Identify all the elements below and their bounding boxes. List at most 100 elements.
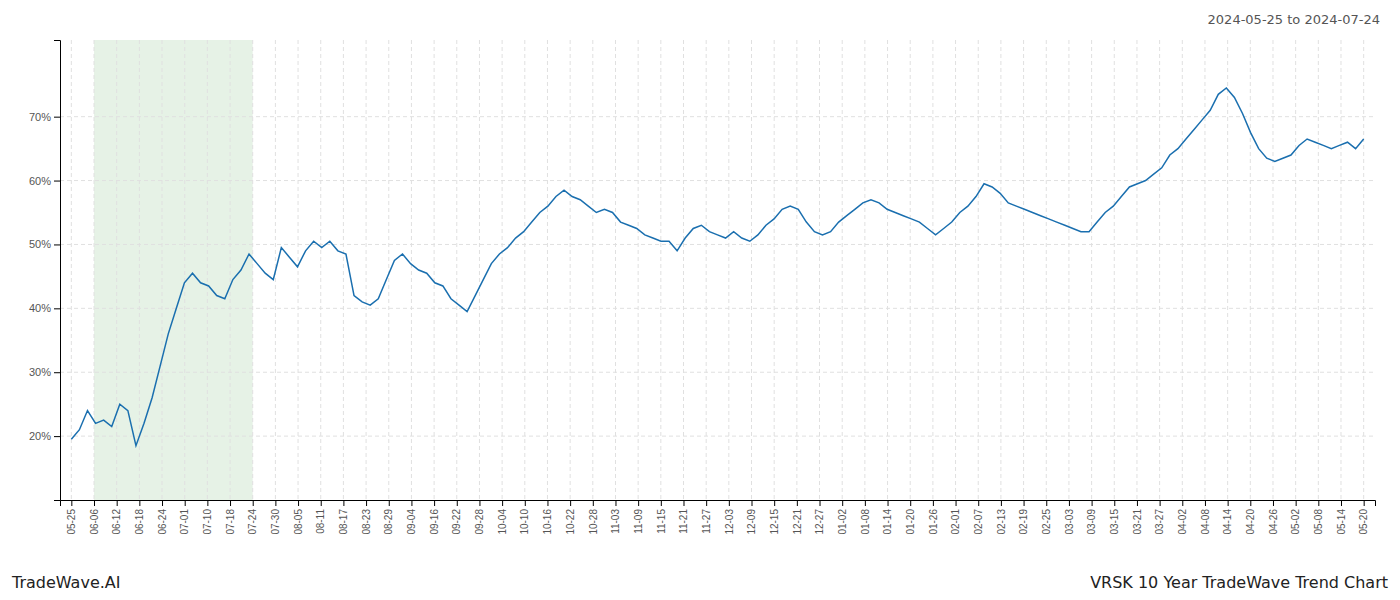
grid xyxy=(60,40,1375,500)
x-tick-mark xyxy=(1069,500,1070,506)
x-tick-label: 01-20 xyxy=(905,509,916,535)
grid-line-y xyxy=(60,308,1375,309)
x-tick: 11-03 xyxy=(610,500,621,534)
x-tick: 07-18 xyxy=(225,500,236,535)
grid-line-x xyxy=(502,40,503,500)
x-tick: 10-04 xyxy=(497,500,508,535)
grid-line-x xyxy=(230,40,231,500)
grid-line-x xyxy=(660,40,661,500)
grid-line-x xyxy=(1159,40,1160,500)
x-tick-mark xyxy=(1137,500,1138,506)
x-tick: 08-23 xyxy=(361,500,372,535)
x-tick-mark xyxy=(842,500,843,506)
x-tick-label: 07-18 xyxy=(225,509,236,535)
x-tick: 03-09 xyxy=(1086,500,1097,535)
x-tick-label: 10-16 xyxy=(542,509,553,535)
x-tick: 06-24 xyxy=(157,500,168,535)
grid-line-x xyxy=(1136,40,1137,500)
x-tick-label: 06-24 xyxy=(157,509,168,535)
grid-line-x xyxy=(638,40,639,500)
x-tick-label: 09-22 xyxy=(451,509,462,535)
x-tick-label: 11-09 xyxy=(633,509,644,534)
grid-line-x xyxy=(411,40,412,500)
x-tick-mark xyxy=(71,500,72,506)
x-tick-label: 12-15 xyxy=(769,509,780,535)
y-tick-label: 50% xyxy=(29,238,51,250)
x-tick-mark xyxy=(343,500,344,506)
x-tick-mark xyxy=(593,500,594,506)
x-tick-mark xyxy=(253,500,254,506)
x-tick: 04-20 xyxy=(1245,500,1256,535)
grid-line-x xyxy=(683,40,684,500)
x-tick: 08-11 xyxy=(315,500,326,534)
grid-line-x xyxy=(388,40,389,500)
x-tick: 07-01 xyxy=(179,500,190,535)
x-tick: 10-22 xyxy=(565,500,576,535)
x-tick: 12-21 xyxy=(792,500,803,535)
x-tick-label: 02-19 xyxy=(1018,509,1029,535)
grid-line-x xyxy=(1182,40,1183,500)
x-tick: 02-13 xyxy=(996,500,1007,535)
x-tick-mark xyxy=(1160,500,1161,506)
x-tick-label: 08-23 xyxy=(361,509,372,535)
grid-line-y xyxy=(60,372,1375,373)
x-tick-label: 01-08 xyxy=(860,509,871,535)
grid-line-x xyxy=(1250,40,1251,500)
x-tick-mark xyxy=(1092,500,1093,506)
x-tick: 11-21 xyxy=(678,500,689,534)
x-tick-label: 11-15 xyxy=(656,509,667,534)
x-tick-mark xyxy=(706,500,707,506)
x-tick-mark xyxy=(1046,500,1047,506)
x-tick-label: 03-15 xyxy=(1109,509,1120,535)
x-tick-label: 04-08 xyxy=(1200,509,1211,535)
y-tick: 40% xyxy=(29,302,60,314)
series xyxy=(71,88,1363,446)
x-tick-mark xyxy=(94,500,95,506)
grid-line-x xyxy=(887,40,888,500)
grid-line-x xyxy=(1000,40,1001,500)
x-tick-mark xyxy=(1114,500,1115,506)
chart: 05-2506-0606-1206-1806-2407-0107-1007-18… xyxy=(0,0,1400,600)
x-tick-mark xyxy=(230,500,231,506)
x-tick-mark xyxy=(366,500,367,506)
x-tick-mark xyxy=(570,500,571,506)
x-tick-mark xyxy=(661,500,662,506)
x-tick-mark xyxy=(797,500,798,506)
grid-line-x xyxy=(728,40,729,500)
x-tick: 08-05 xyxy=(293,500,304,535)
grid-line-x xyxy=(139,40,140,500)
x-tick-label: 07-01 xyxy=(179,509,190,535)
grid-line-x xyxy=(1340,40,1341,500)
annotation: TradeWave.AI xyxy=(11,573,120,592)
x-tick-label: 12-27 xyxy=(814,509,825,535)
x-tick: 09-28 xyxy=(474,500,485,535)
x-tick-mark xyxy=(1341,500,1342,506)
x-tick-label: 07-24 xyxy=(247,509,258,535)
grid-line-x xyxy=(94,40,95,500)
x-tick-mark xyxy=(1182,500,1183,506)
x-tick: 12-15 xyxy=(769,500,780,535)
grid-line-x xyxy=(252,40,253,500)
x-tick-mark xyxy=(139,500,140,506)
x-tick-label: 01-26 xyxy=(928,509,939,535)
x-tick: 01-08 xyxy=(860,500,871,535)
x-tick-label: 06-18 xyxy=(134,509,145,535)
x-tick-label: 10-22 xyxy=(565,509,576,535)
x-tick-mark xyxy=(207,500,208,506)
x-tick-label: 05-02 xyxy=(1290,509,1301,535)
x-tick: 09-16 xyxy=(429,500,440,535)
x-tick-label: 04-14 xyxy=(1222,509,1233,535)
x-tick-label: 04-20 xyxy=(1245,509,1256,535)
x-tick-label: 12-03 xyxy=(724,509,735,535)
grid-line-x xyxy=(932,40,933,500)
x-tick: 12-03 xyxy=(724,500,735,535)
x-tick-label: 12-21 xyxy=(792,509,803,535)
x-tick-label: 02-25 xyxy=(1041,509,1052,535)
grid-line-x xyxy=(434,40,435,500)
y-tick: 50% xyxy=(29,238,60,250)
grid-line-x xyxy=(910,40,911,500)
grid-line-x xyxy=(479,40,480,500)
x-tick-label: 11-03 xyxy=(610,509,621,534)
y-tick: 60% xyxy=(29,175,60,187)
grid-line-x xyxy=(1227,40,1228,500)
